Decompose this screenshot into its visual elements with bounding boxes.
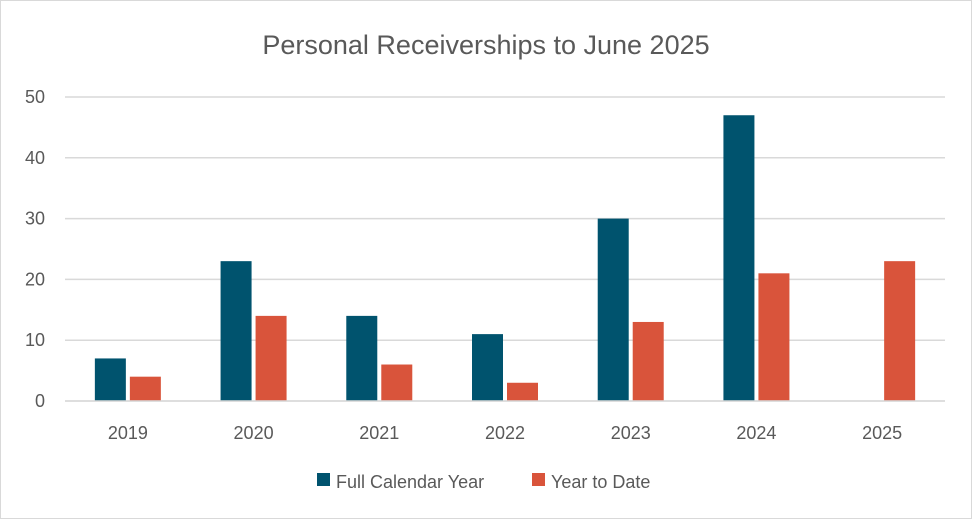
- bar-year-to-date-2019: [129, 376, 161, 401]
- x-tick-label: 2020: [234, 423, 274, 443]
- y-tick-label: 50: [25, 87, 45, 107]
- y-axis-ticks: 0 10 20 30 40 50: [25, 87, 45, 411]
- bar-year-to-date-2022: [507, 382, 538, 401]
- gridlines: [65, 96, 945, 402]
- legend: Full Calendar Year Year to Date: [317, 472, 650, 492]
- bar-full-calendar-year-2023: [597, 218, 629, 401]
- legend-label: Full Calendar Year: [336, 472, 484, 492]
- bar-full-calendar-year-2022: [472, 334, 503, 401]
- y-tick-label: 10: [25, 330, 45, 350]
- bar-year-to-date-2023: [632, 321, 664, 401]
- x-tick-label: 2024: [736, 423, 776, 443]
- legend-swatch: [317, 473, 330, 486]
- bar-full-calendar-year-2021: [346, 315, 378, 401]
- bar-full-calendar-year-2024: [723, 115, 755, 402]
- bar-full-calendar-year-2020: [220, 261, 252, 401]
- chart-title: Personal Receiverships to June 2025: [262, 30, 709, 60]
- y-tick-label: 0: [35, 391, 45, 411]
- bar-full-calendar-year-2019: [94, 358, 126, 401]
- y-tick-label: 40: [25, 148, 45, 168]
- x-tick-label: 2019: [108, 423, 148, 443]
- y-tick-label: 30: [25, 209, 45, 229]
- y-tick-label: 20: [25, 269, 45, 289]
- x-tick-label: 2025: [862, 423, 902, 443]
- bars: [94, 115, 916, 402]
- bar-year-to-date-2020: [255, 315, 287, 401]
- legend-label: Year to Date: [551, 472, 650, 492]
- x-tick-label: 2021: [359, 423, 399, 443]
- bar-year-to-date-2025: [884, 261, 916, 401]
- x-tick-label: 2023: [611, 423, 651, 443]
- bar-year-to-date-2021: [381, 364, 413, 401]
- x-axis-ticks: 2019 2020 2021 2022 2023 2024 2025: [65, 400, 945, 443]
- bar-year-to-date-2024: [758, 273, 790, 401]
- legend-swatch: [532, 473, 545, 486]
- x-tick-label: 2022: [485, 423, 525, 443]
